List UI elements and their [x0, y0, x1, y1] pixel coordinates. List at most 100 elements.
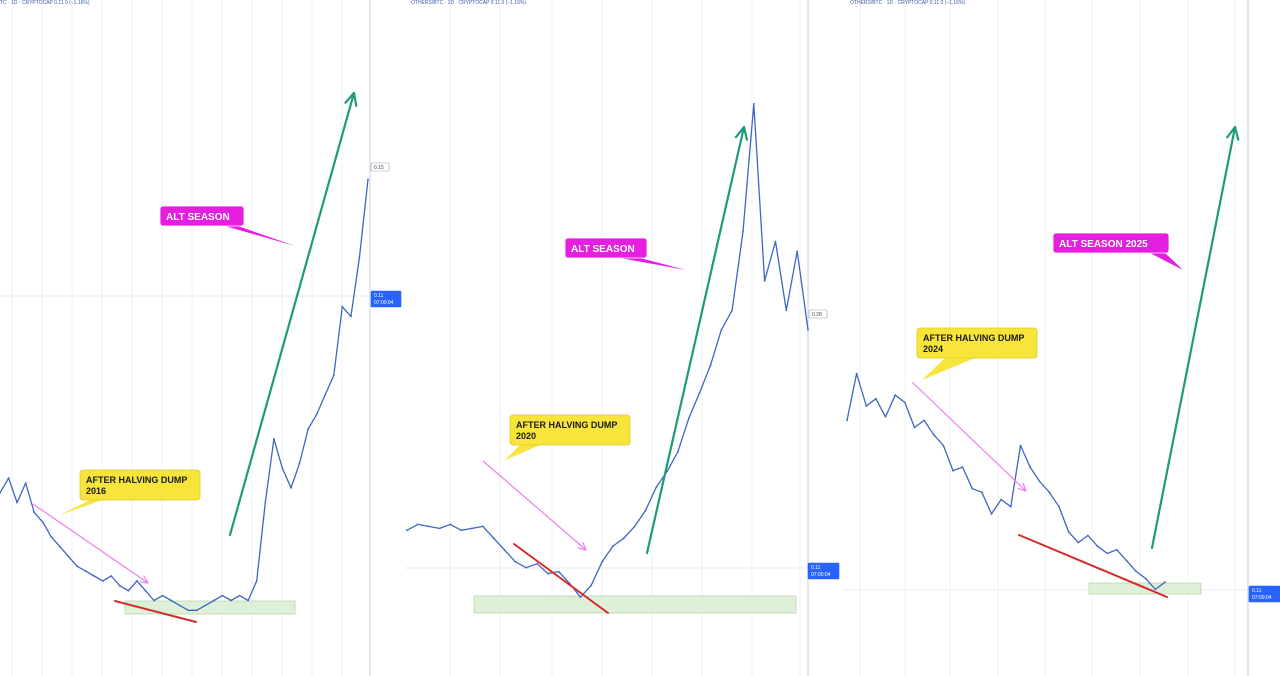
- price-point: [1077, 541, 1080, 544]
- price-tag: 0.15: [370, 162, 390, 172]
- price-point: [492, 537, 495, 540]
- grid: [449, 0, 801, 676]
- price-point: [981, 491, 983, 494]
- dump-arrow-head: [577, 542, 587, 551]
- price-point: [290, 487, 292, 489]
- alt-season-arrow-line: [228, 91, 356, 537]
- price-line: [406, 103, 809, 598]
- price-point: [247, 599, 250, 602]
- price-point: [547, 572, 549, 575]
- price-point: [161, 594, 164, 597]
- price-point: [1144, 577, 1147, 580]
- price-point: [774, 240, 777, 243]
- price-tag-box: [807, 562, 840, 580]
- price-point: [136, 580, 138, 582]
- price-point: [961, 466, 964, 468]
- price-point: [153, 599, 155, 602]
- support-trendline: [1018, 534, 1168, 598]
- price-point: [93, 575, 95, 577]
- price-point: [315, 413, 318, 416]
- callout-box: [509, 414, 631, 446]
- price-point: [557, 570, 560, 573]
- price-point: [865, 405, 868, 407]
- price-tag-box: [370, 290, 402, 308]
- price-point: [50, 536, 53, 538]
- price-point: [913, 426, 916, 429]
- dump-arrow-line: [482, 460, 587, 551]
- price-point: [932, 433, 935, 436]
- price-point: [1067, 531, 1070, 533]
- callout-tail: [620, 258, 686, 270]
- price-point: [709, 364, 712, 367]
- price-point: [195, 609, 198, 612]
- price-point: [1038, 480, 1041, 483]
- price-tag-value: 0.11: [374, 293, 384, 299]
- price-point: [1106, 552, 1109, 555]
- price-point: [144, 589, 147, 592]
- chart-header: OTHERS/BTC · 1D · CRYPTOCAP 0.11 0 (−1.1…: [850, 0, 965, 6]
- price-tag: 0.28: [808, 309, 828, 319]
- price-point: [579, 596, 582, 598]
- price-point: [677, 450, 679, 453]
- price-point: [76, 565, 78, 568]
- price-points: [406, 103, 809, 598]
- callout-tail: [505, 445, 540, 460]
- callout-label: AFTER HALVING DUMP: [516, 420, 617, 430]
- price-points: [0, 178, 369, 612]
- support-trendline: [513, 543, 609, 614]
- price-point: [1154, 588, 1157, 591]
- price-point: [358, 256, 361, 259]
- price-point: [633, 525, 636, 528]
- price-point: [24, 482, 27, 484]
- alt-season-arrow-head: [344, 91, 358, 107]
- price-point: [1164, 581, 1166, 584]
- dump-arrow-line: [911, 381, 1027, 492]
- price-point: [59, 545, 61, 548]
- chart-header: TC · 1D · CRYPTOCAP 0.11 0 (−1.16%): [0, 0, 90, 6]
- price-point: [1029, 466, 1031, 468]
- price-point: [213, 599, 215, 602]
- price-point: [990, 513, 993, 515]
- price-point: [884, 415, 887, 418]
- price-point: [952, 469, 954, 472]
- callout-label: 2024: [923, 344, 943, 354]
- grid: [859, 0, 1236, 676]
- callout-box: [564, 237, 648, 259]
- price-point: [221, 594, 224, 597]
- callout-tail: [60, 500, 102, 515]
- price-point: [742, 230, 744, 233]
- alt-season-callout: ALT SEASON: [564, 237, 686, 270]
- price-point: [84, 570, 87, 572]
- price-point: [471, 527, 473, 530]
- price-point: [1125, 559, 1128, 562]
- callout-label: 2020: [516, 431, 536, 441]
- price-point: [332, 374, 335, 377]
- dump-arrow-head: [139, 575, 149, 584]
- callout-box: [1052, 232, 1170, 254]
- price-point: [449, 523, 452, 526]
- price-point: [503, 549, 506, 551]
- price-point: [460, 529, 463, 532]
- price-point: [971, 487, 974, 490]
- chart-panel-2016-cycle: TC · 1D · CRYPTOCAP 0.11 0 (−1.16%) 0.15 0…: [0, 0, 402, 676]
- price-point: [785, 309, 788, 312]
- price-point: [923, 419, 925, 422]
- callout-tail: [1150, 253, 1183, 270]
- alt-season-arrow-head: [1226, 125, 1240, 141]
- price-point: [350, 315, 352, 318]
- price-point: [1019, 444, 1022, 447]
- price-point: [1058, 505, 1060, 508]
- price-point: [698, 391, 701, 394]
- price-point: [118, 584, 121, 587]
- grid: [11, 0, 343, 676]
- callout-label: AFTER HALVING DUMP: [923, 333, 1024, 343]
- price-point: [416, 523, 419, 526]
- price-tag-countdown: 07:00:04: [374, 300, 394, 306]
- price-point: [7, 477, 10, 479]
- price-point: [796, 250, 799, 253]
- accumulation-zone: [473, 595, 797, 614]
- price-point: [855, 372, 858, 375]
